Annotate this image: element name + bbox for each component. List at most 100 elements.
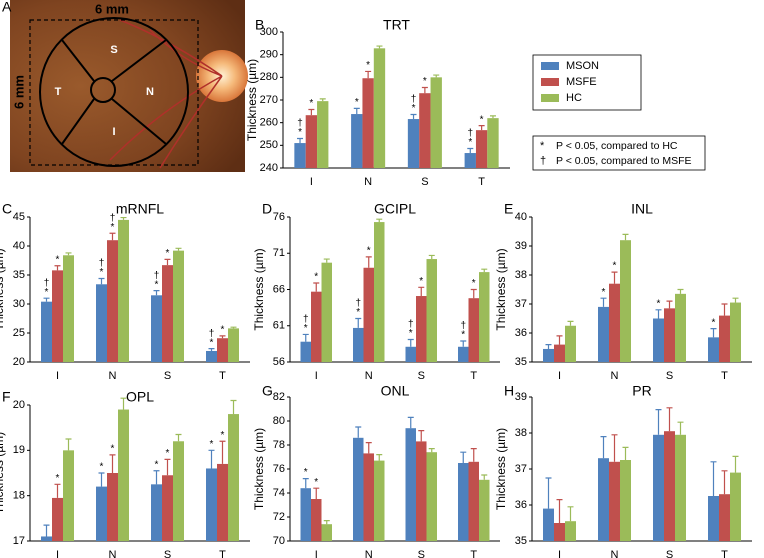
bar [730,302,741,362]
bar [96,284,107,362]
y-tick-label: 250 [260,139,278,151]
bar [118,219,129,362]
y-tick-label: 39 [515,240,527,252]
error-bar [376,218,383,223]
significance-mark: * [480,114,484,125]
bar [609,283,620,362]
bar [675,434,686,541]
error-bar [710,461,717,496]
bar [374,222,385,362]
error-bar [622,233,629,241]
bar [653,434,664,541]
notes-box [532,135,706,171]
bar [228,414,239,541]
y-tick-label: 72 [273,511,285,523]
significance-mark: † [154,270,160,281]
significance-mark: * [221,325,225,336]
note-symbol: † [540,155,546,167]
y-tick-label: 300 [260,26,278,38]
bar [294,143,306,168]
x-tick-label: I [558,549,561,558]
bar [609,461,620,541]
error-bar [460,451,467,463]
error-bar [175,433,182,442]
x-tick-label: T [721,549,728,558]
error-bar [407,338,414,347]
x-tick-label: T [721,370,728,382]
error-bar [153,290,160,296]
error-bar [556,499,563,523]
x-tick-label: I [315,370,318,382]
y-tick-label: 45 [13,211,25,223]
legend-label: MSON [566,60,599,72]
y-tick-label: 17 [13,535,25,547]
panel-letter: H [504,383,514,399]
significance-mark: * [304,323,308,334]
error-bar [556,335,563,345]
bar [664,431,675,541]
bar [543,348,554,362]
y-tick-label: 36 [515,327,527,339]
scan-area [29,19,199,166]
y-axis-label: Thickness (µm) [0,432,6,514]
panel-a: A 6 mm 6 mm S T N I [2,0,248,172]
error-bar [54,483,61,498]
bar [363,453,374,541]
bar [41,536,52,541]
panel-letter: G [262,383,273,399]
y-tick-label: 280 [260,71,278,83]
error-bar [732,297,739,303]
y-tick-label: 37 [515,298,527,310]
y-tick-label: 35 [515,356,527,368]
bar [405,428,416,541]
x-tick-label: I [56,549,59,558]
error-bar [376,45,383,49]
x-tick-label: S [666,549,673,558]
bar [416,441,427,541]
y-tick-label: 260 [260,117,278,129]
error-bar [365,256,372,268]
error-bar [567,506,574,522]
error-bar [428,254,435,260]
chart-title: GCIPL [374,201,416,217]
y-tick-label: 270 [260,94,278,106]
error-bar [545,477,552,509]
error-bar [120,397,127,410]
panel-letter: D [262,201,272,217]
bar [353,437,364,541]
error-bar [297,137,304,144]
error-bar [175,247,182,251]
y-tick-label: 240 [260,162,278,174]
significance-mark: * [210,337,214,348]
error-bar [365,442,372,454]
x-tick-label: T [478,176,485,188]
significance-mark: * [304,467,308,478]
y-tick-label: 76 [273,463,285,475]
x-tick-label: S [164,549,171,558]
chart-title: TRT [383,17,410,33]
error-bar [732,455,739,473]
significance-mark: * [412,103,416,114]
error-bar [65,252,72,256]
error-bar [655,309,662,319]
error-bar [153,470,160,485]
error-bar [376,454,383,461]
significance-mark: * [472,278,476,289]
y-tick-label: 61 [273,320,285,332]
y-tick-label: 20 [13,356,25,368]
x-tick-label: S [164,370,171,382]
sector-lines [61,39,167,145]
significance-mark: † [411,94,417,105]
error-bar [655,409,662,435]
bar [458,346,469,362]
significance-mark: † [467,128,473,139]
bar [464,153,476,168]
bar [173,441,184,541]
bar [468,461,479,541]
y-tick-label: 20 [13,399,25,411]
error-bar [470,288,477,299]
significance-mark: * [602,287,606,298]
y-tick-label: 25 [13,327,25,339]
y-axis-label: Thickness (µm) [252,428,266,510]
error-bar [721,470,728,495]
